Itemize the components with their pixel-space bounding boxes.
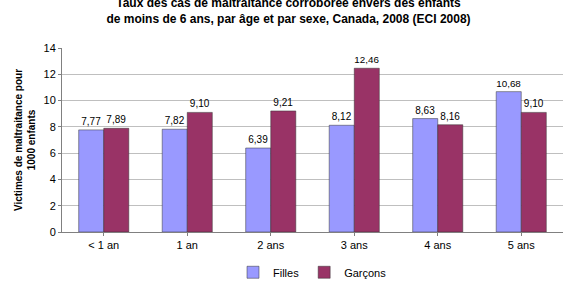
svg-text:1 an: 1 an xyxy=(177,239,198,251)
svg-text:2: 2 xyxy=(50,200,56,212)
svg-text:0: 0 xyxy=(50,226,56,238)
svg-text:< 1 an: < 1 an xyxy=(88,239,119,251)
svg-text:10: 10 xyxy=(44,94,56,106)
svg-text:8,12: 8,12 xyxy=(332,111,352,122)
svg-text:6: 6 xyxy=(50,147,56,159)
svg-text:7,89: 7,89 xyxy=(106,114,126,125)
svg-text:6,39: 6,39 xyxy=(248,134,268,145)
svg-text:Taux des cas de maltraitance c: Taux des cas de maltraitance corroborée … xyxy=(106,0,470,26)
svg-text:7,77: 7,77 xyxy=(81,116,101,127)
svg-text:9,10: 9,10 xyxy=(524,98,544,109)
svg-text:14: 14 xyxy=(44,42,56,54)
svg-text:2 ans: 2 ans xyxy=(257,239,284,251)
svg-text:3 ans: 3 ans xyxy=(341,239,368,251)
svg-text:12: 12 xyxy=(44,68,56,80)
svg-text:7,82: 7,82 xyxy=(165,115,185,126)
svg-text:9,21: 9,21 xyxy=(273,97,293,108)
svg-text:5 ans: 5 ans xyxy=(508,239,535,251)
svg-text:Victimes de maltraitance pour1: Victimes de maltraitance pour1000 enfant… xyxy=(13,69,37,211)
svg-text:4 ans: 4 ans xyxy=(424,239,451,251)
svg-text:Garçons: Garçons xyxy=(344,267,386,279)
svg-text:8,63: 8,63 xyxy=(415,105,435,116)
svg-text:10,68: 10,68 xyxy=(496,78,521,89)
svg-text:Filles: Filles xyxy=(273,267,299,279)
svg-text:4: 4 xyxy=(50,173,56,185)
svg-text:8,16: 8,16 xyxy=(440,111,460,122)
svg-text:8: 8 xyxy=(50,121,56,133)
svg-text:12,46: 12,46 xyxy=(354,54,379,65)
svg-text:9,10: 9,10 xyxy=(190,98,210,109)
